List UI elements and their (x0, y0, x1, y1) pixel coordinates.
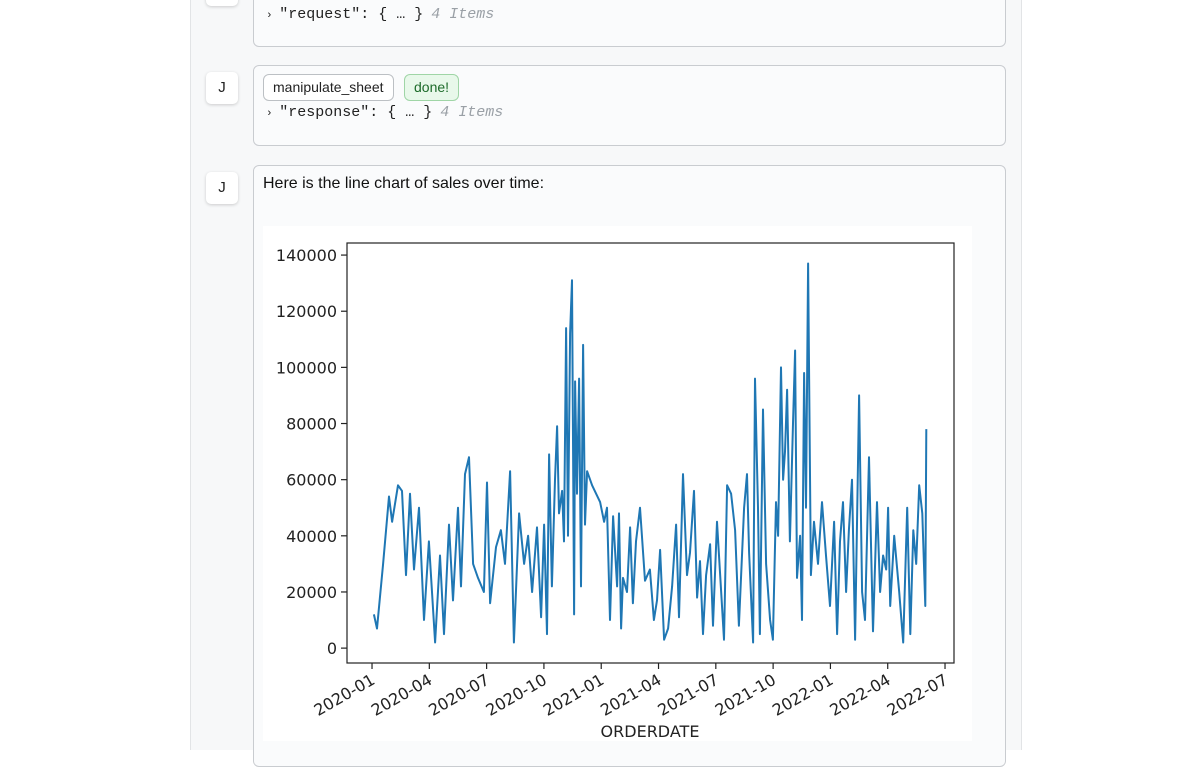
x-tick-label: 2022-07 (884, 670, 951, 720)
page: J › "request": { … }4 Items J manipulate… (190, 0, 1022, 767)
y-tick-label: 60000 (286, 471, 337, 490)
message-text: Here is the line chart of sales over tim… (263, 175, 545, 192)
status-badge: done! (404, 74, 460, 101)
axes-frame (346, 242, 955, 664)
chart: ORDERDATE 0 20000 40000 60000 80000 100000 120… (263, 226, 972, 741)
x-tick-label: 2021-10 (712, 670, 779, 720)
message-card: Here is the line chart of sales over tim… (253, 165, 1006, 767)
y-tick-label: 20000 (286, 583, 337, 602)
x-tick-label: 2020-01 (311, 670, 378, 720)
y-tick-label: 0 (327, 639, 337, 658)
y-tick-label: 100000 (276, 358, 337, 377)
x-tick-label: 2022-04 (826, 670, 893, 720)
x-tick-label: 2022-01 (769, 670, 836, 720)
json-preview[interactable]: › "response": { … } 4 Items (266, 104, 504, 121)
y-tick-label: 140000 (276, 246, 337, 265)
json-preview[interactable]: › "request": { … } 4 Items (266, 6, 495, 23)
data-line (372, 262, 928, 644)
item-count: 4 Items (431, 6, 495, 23)
x-tick-label: 2020-04 (368, 670, 435, 720)
x-tick-label: 2020-10 (483, 670, 550, 720)
y-tick-label: 40000 (286, 527, 337, 546)
tool-card: › "request": { … } 4 Items (253, 0, 1006, 47)
x-tick-label: 2020-07 (425, 670, 492, 720)
y-tick-label: 120000 (276, 302, 337, 321)
x-tick-label: 2021-04 (597, 670, 664, 720)
json-key: "request": { … } (279, 6, 424, 23)
x-tick-label: 2021-01 (540, 670, 607, 720)
json-key: "response": { … } (279, 104, 433, 121)
avatar: J (206, 72, 238, 104)
item-count: 4 Items (440, 104, 504, 121)
tool-badge: manipulate_sheet (263, 74, 394, 101)
avatar: J (206, 172, 238, 204)
y-tick-label: 80000 (286, 415, 337, 434)
x-tick-label: 2021-07 (654, 670, 721, 720)
tool-card: manipulate_sheet done! › "response": { …… (253, 65, 1006, 146)
x-axis-label: ORDERDATE (601, 722, 700, 741)
avatar: J (206, 0, 238, 6)
